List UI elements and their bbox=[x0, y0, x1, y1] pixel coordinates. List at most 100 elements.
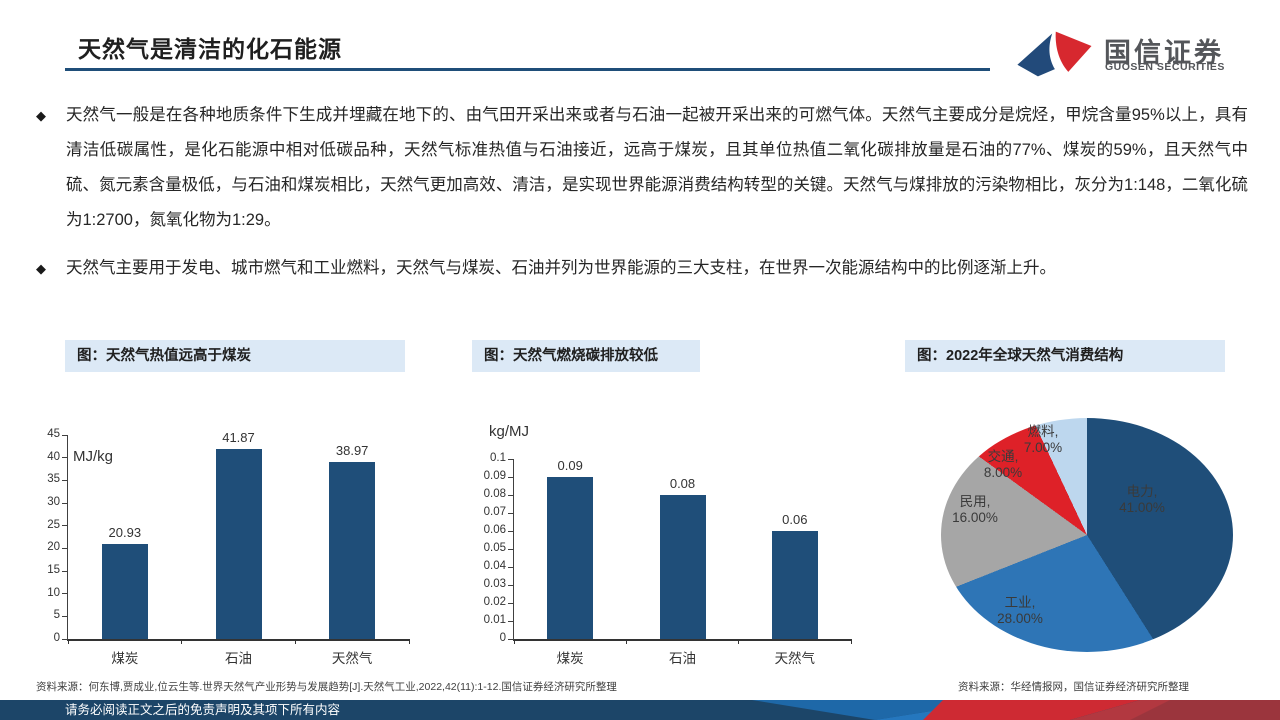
chart3-consumption-pie-chart bbox=[941, 418, 1233, 652]
pie-label-electricity: 电力, 41.00% bbox=[1097, 484, 1187, 516]
page-title: 天然气是清洁的化石能源 bbox=[78, 36, 342, 62]
diamond-bullet-icon: ◆ bbox=[36, 108, 46, 123]
bar-煤炭 bbox=[547, 477, 594, 639]
bar-石油 bbox=[215, 449, 262, 639]
bullet-text-1: 天然气一般是在各种地质条件下生成并埋藏在地下的、由气田开采出来或者与石油一起被开… bbox=[66, 106, 1248, 229]
pie-label-pct: 7.00% bbox=[1023, 440, 1063, 455]
y-axis-tick-mark bbox=[62, 570, 68, 572]
y-axis-tick-mark bbox=[62, 525, 68, 527]
title-underline bbox=[65, 68, 990, 71]
footer-pattern bbox=[0, 700, 1280, 720]
y-axis-tick-label: 0.08 bbox=[483, 488, 506, 500]
source-note-left: 资料来源：何东博,贾成业,位云生等.世界天然气产业形势与发展趋势[J].天然气工… bbox=[36, 681, 617, 693]
disclaimer-text: 请务必阅读正文之后的免责声明及其项下所有内容 bbox=[65, 703, 341, 717]
pie-label-pct: 8.00% bbox=[983, 465, 1023, 480]
pie-label-transport: 交通, 8.00% bbox=[960, 449, 1046, 481]
x-axis-tick-mark bbox=[513, 639, 515, 644]
y-axis-tick-label: 0 bbox=[53, 632, 60, 644]
bar-石油 bbox=[659, 495, 706, 639]
pie-label-name: 电力, bbox=[1126, 484, 1158, 499]
bar-天然气 bbox=[771, 531, 818, 639]
x-axis-tick-mark bbox=[850, 639, 852, 644]
y-axis-tick-mark bbox=[508, 566, 514, 568]
y-axis-tick-label: 0.04 bbox=[483, 560, 506, 572]
bar-value-label: 0.09 bbox=[557, 458, 583, 473]
y-axis-tick-label: 0.03 bbox=[483, 578, 506, 590]
x-axis-tick-mark bbox=[67, 639, 69, 644]
pie-label-industry: 工业, 28.00% bbox=[975, 595, 1065, 627]
y-axis-tick-mark bbox=[508, 458, 514, 460]
y-axis-tick-mark bbox=[508, 584, 514, 586]
pie-label-residential: 民用, 16.00% bbox=[930, 494, 1020, 526]
y-axis-tick-mark bbox=[62, 615, 68, 617]
chart2-unit-label: kg/MJ bbox=[489, 423, 530, 440]
bar-value-label: 38.97 bbox=[335, 443, 369, 459]
x-axis-category-label: 煤炭 bbox=[556, 651, 584, 666]
bullet-paragraph-1: ◆ 天然气一般是在各种地质条件下生成并埋藏在地下的、由气田开采出来或者与石油一起… bbox=[36, 98, 1248, 238]
x-axis-category-label: 天然气 bbox=[774, 651, 816, 666]
chart1-heat-value-bar-chart: 0 5 10 15 20 25 30 35 40 45 20.93 煤炭 41.87 石油 38.97 天然气 bbox=[47, 428, 410, 666]
x-axis-tick-mark bbox=[181, 639, 183, 644]
y-axis-tick-label: 15 bbox=[47, 564, 60, 576]
x-axis-category-label: 煤炭 bbox=[111, 651, 139, 666]
y-axis-tick-mark bbox=[508, 620, 514, 622]
y-axis-tick-label: 0.05 bbox=[483, 542, 506, 554]
y-axis-tick-label: 0.07 bbox=[483, 506, 506, 518]
y-axis-tick-label: 30 bbox=[47, 496, 60, 508]
bar-value-label: 0.06 bbox=[782, 512, 808, 527]
footer-bar: 请务必阅读正文之后的免责声明及其项下所有内容 bbox=[0, 700, 1280, 720]
bar-煤炭 bbox=[101, 544, 148, 639]
y-axis-tick-label: 5 bbox=[53, 609, 60, 622]
y-axis-tick-mark bbox=[508, 530, 514, 532]
pie-label-pct: 16.00% bbox=[952, 510, 998, 525]
pie-label-pct: 28.00% bbox=[997, 611, 1043, 626]
y-axis-tick-label: 35 bbox=[47, 473, 60, 486]
body-text: ◆ 天然气一般是在各种地质条件下生成并埋藏在地下的、由气田开采出来或者与石油一起… bbox=[36, 98, 1248, 299]
y-axis-tick-mark bbox=[62, 479, 68, 481]
chart2-caption: 图：天然气燃烧碳排放较低 bbox=[472, 340, 700, 372]
y-axis-tick-label: 0.01 bbox=[483, 614, 506, 626]
bullet-text-2: 天然气主要用于发电、城市燃气和工业燃料，天然气与煤炭、石油并列为世界能源的三大支… bbox=[66, 259, 1056, 277]
chart1-caption: 图：天然气热值远高于煤炭 bbox=[65, 340, 405, 372]
bar-value-label: 41.87 bbox=[222, 430, 255, 446]
y-axis-tick-mark bbox=[508, 638, 514, 640]
x-axis-tick-mark bbox=[408, 639, 410, 644]
y-axis-tick-mark bbox=[508, 548, 514, 550]
pie-label-pct: 41.00% bbox=[1119, 500, 1165, 515]
x-axis-tick-mark bbox=[625, 639, 627, 644]
x-axis-tick-mark bbox=[294, 639, 296, 644]
y-axis-tick-mark bbox=[62, 434, 68, 436]
y-axis-tick-label: 0.1 bbox=[490, 452, 506, 464]
y-axis-tick-mark bbox=[62, 502, 68, 504]
y-axis-tick-mark bbox=[62, 547, 68, 549]
logo-text-en: GUOSEN SECURITIES bbox=[1105, 61, 1225, 73]
y-axis-tick-label: 45 bbox=[47, 428, 60, 440]
bar-value-label: 0.08 bbox=[669, 476, 696, 491]
y-axis-tick-label: 40 bbox=[47, 450, 60, 463]
y-axis-tick-label: 0.09 bbox=[483, 470, 506, 482]
x-axis-category-label: 石油 bbox=[224, 651, 252, 666]
y-axis-tick-mark bbox=[508, 494, 514, 496]
x-axis-category-label: 石油 bbox=[668, 651, 696, 666]
y-axis-tick-mark bbox=[508, 602, 514, 604]
y-axis-tick-label: 10 bbox=[47, 586, 60, 599]
pie-label-name: 燃料, bbox=[1027, 424, 1059, 439]
chart1-unit-label: MJ/kg bbox=[73, 448, 114, 465]
bar-天然气 bbox=[329, 462, 376, 639]
guosen-logo-icon bbox=[1017, 31, 1092, 77]
pie-label-name: 工业, bbox=[1004, 595, 1036, 610]
bar-value-label: 20.93 bbox=[108, 525, 142, 541]
chart2-carbon-emission-bar-chart: 0 0.01 0.02 0.03 0.04 0.05 0.06 0.07 0.08 0.09 0.1… bbox=[484, 452, 852, 666]
y-axis-tick-mark bbox=[508, 512, 514, 514]
y-axis-tick-mark bbox=[508, 476, 514, 478]
pie-label-name: 交通, bbox=[987, 449, 1019, 464]
bullet-paragraph-2: ◆ 天然气主要用于发电、城市燃气和工业燃料，天然气与煤炭、石油并列为世界能源的三… bbox=[36, 251, 1248, 286]
y-axis-tick-label: 0 bbox=[499, 632, 506, 644]
chart3-caption: 图：2022年全球天然气消费结构 bbox=[905, 340, 1225, 372]
y-axis-tick-label: 0.02 bbox=[483, 596, 506, 608]
source-note-right: 资料来源：华经情报网，国信证券经济研究所整理 bbox=[958, 681, 1189, 693]
y-axis-tick-label: 20 bbox=[47, 541, 60, 554]
y-axis-tick-mark bbox=[62, 593, 68, 595]
x-axis-category-label: 天然气 bbox=[331, 651, 373, 666]
